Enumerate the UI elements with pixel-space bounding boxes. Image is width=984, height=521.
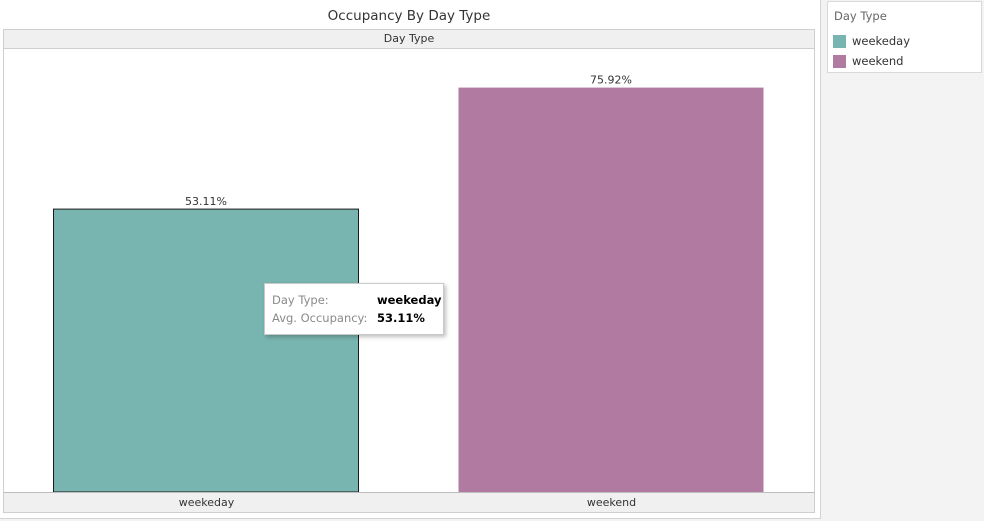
- bar-weekend[interactable]: [458, 87, 764, 492]
- tooltip: Day Type: weekeday Avg. Occupancy: 53.11…: [264, 283, 444, 335]
- legend-item-weekeday[interactable]: weekeday: [831, 33, 979, 51]
- legend-item-weekend[interactable]: weekend: [831, 53, 979, 71]
- tooltip-value-day-type: weekeday: [377, 293, 442, 307]
- plot-area: 53.11% 75.92%: [3, 48, 815, 492]
- bar-chart: 53.11% 75.92%: [53, 74, 764, 492]
- chart-title: Occupancy By Day Type: [327, 8, 491, 24]
- chart-panel: Occupancy By Day Type Day Type 53.11% 75.…: [0, 0, 821, 519]
- legend-title: Day Type: [834, 9, 887, 23]
- legend-swatch-weekend: [833, 55, 846, 68]
- category-axis: weekeday weekend: [3, 492, 815, 513]
- bar-weekeday[interactable]: [53, 208, 359, 492]
- legend-label-weekeday: weekeday: [852, 34, 911, 48]
- legend-swatch-weekeday: [833, 35, 846, 48]
- legend: Day Type weekeday weekend: [827, 1, 982, 73]
- data-label-weekeday: 53.11%: [185, 195, 227, 208]
- tooltip-row-day-type: Day Type: weekeday: [272, 292, 442, 308]
- tooltip-value-occupancy: 53.11%: [377, 311, 425, 325]
- column-header: Day Type: [3, 29, 815, 49]
- legend-label-weekend: weekend: [852, 54, 904, 68]
- category-label-weekend: weekend: [586, 496, 637, 509]
- tooltip-key-occupancy: Avg. Occupancy:: [272, 311, 368, 325]
- tooltip-key-day-type: Day Type:: [272, 293, 329, 307]
- data-label-weekend: 75.92%: [590, 74, 632, 87]
- category-label-weekeday: weekeday: [178, 496, 235, 509]
- tooltip-row-occupancy: Avg. Occupancy: 53.11%: [272, 310, 425, 326]
